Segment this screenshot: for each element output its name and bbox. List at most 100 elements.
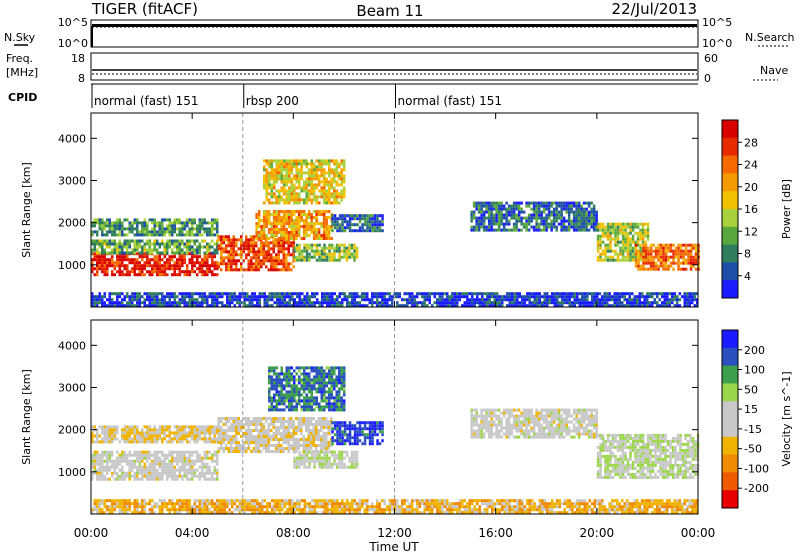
echo-cell [585,210,588,214]
echo-cell [198,431,201,435]
echo-cell [96,434,99,438]
echo-cell [642,249,645,253]
echo-cell [131,462,134,466]
echo-cell [323,201,326,205]
echo-cell [290,444,293,447]
echo-cell [330,192,333,196]
echo-cell [116,245,119,249]
echo-cell [381,298,384,302]
echo-cell [603,295,606,299]
echo-cell [123,233,126,237]
echo-cell [146,227,149,231]
echo-cell [403,292,406,296]
echo-cell [667,246,670,250]
echo-cell [143,292,146,296]
echo-cell [91,453,94,457]
echo-cell [277,253,280,257]
echo-cell [595,219,598,223]
echo-cell [466,295,469,299]
echo-cell [320,438,323,441]
echo-cell [248,304,251,308]
echo-cell [426,298,429,302]
echo-cell [235,250,238,254]
echo-cell [649,252,653,256]
echo-cell [285,426,288,429]
echo-cell [161,474,164,478]
echo-cell [257,438,260,441]
echo-cell [553,295,556,299]
echo-cell [308,243,311,247]
echo-cell [203,431,206,435]
echo-cell [330,429,333,432]
echo-cell [103,459,106,463]
echo-cell [528,301,531,305]
echo-cell [191,267,194,271]
echo-cell [328,304,331,308]
echo-cell [213,301,216,305]
echo-cell [641,292,644,296]
echo-cell [98,462,101,466]
echo-cell [260,241,263,245]
echo-cell [208,242,211,246]
echo-cell [328,192,331,196]
echo-cell [176,440,179,444]
echo-cell [270,189,273,193]
echo-cell [598,292,601,296]
echo-cell [505,216,508,220]
echo-cell [188,227,191,231]
echo-cell [168,255,171,259]
echo-cell [453,298,456,302]
echo-cell [320,420,323,423]
echo-cell [123,295,126,299]
echo-cell [93,273,96,277]
echo-cell [639,249,642,253]
echo-cell [148,264,151,268]
echo-cell [646,228,650,232]
echo-cell [128,434,131,438]
echo-cell [473,304,476,308]
echo-cell [280,186,283,190]
echo-cell [242,417,245,420]
echo-cell [257,256,260,260]
echo-cell [217,247,220,251]
echo-cell [305,213,308,216]
echo-cell [662,267,665,271]
echo-cell [473,301,476,305]
echo-cell [230,268,233,272]
echo-cell [421,301,424,305]
echo-cell [323,162,326,166]
echo-cell [111,258,114,262]
echo-cell [533,304,536,308]
echo-cell [96,304,99,308]
echo-cell [656,301,659,305]
echo-cell [106,425,109,429]
echo-cell [361,298,364,302]
echo-cell [113,471,116,475]
echo-cell [441,304,444,308]
echo-cell [98,292,101,296]
echo-cell [156,462,159,466]
echo-cell [293,165,296,169]
echo-cell [265,216,268,219]
echo-cell [692,264,695,268]
echo-cell [118,227,121,231]
echo-cell [302,213,306,216]
echo-cell [166,440,169,444]
echo-cell [196,428,199,432]
echo-cell [275,189,278,193]
echo-cell [672,252,675,256]
echo-cell [181,233,184,237]
echo-cell [183,242,186,246]
echo-cell [287,237,291,240]
echo-cell [91,456,94,460]
echo-cell [413,298,416,302]
echo-cell [606,295,609,299]
echo-cell [644,255,648,259]
echo-cell [361,304,364,308]
echo-cell [227,435,230,438]
echo-cell [116,304,119,308]
echo-cell [303,456,306,460]
echo-cell [321,301,324,305]
echo-cell [148,233,151,237]
echo-cell [320,210,323,213]
